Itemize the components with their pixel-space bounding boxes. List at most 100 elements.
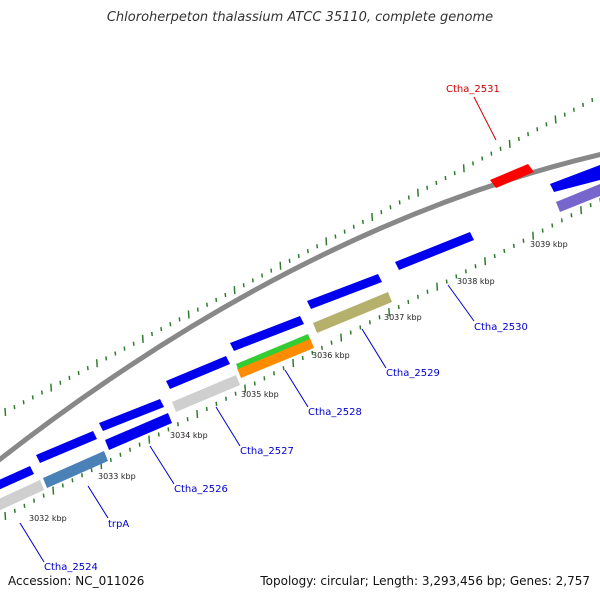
kbp-label: 3038 kbp [457,277,495,286]
tick-mark [23,503,26,508]
tick-mark [343,229,346,234]
tick-mark [109,457,112,463]
tick-mark [359,325,362,330]
tick-mark [444,175,447,181]
tick-mark [261,273,264,278]
tick-mark [151,331,153,337]
tick-mark [352,224,355,229]
tick-mark [389,205,392,210]
tick-mark [416,188,419,197]
tick-mark [517,136,520,142]
tick-mark [292,359,295,368]
tick-mark [196,307,199,312]
tick-mark [234,391,237,396]
tick-mark [297,253,300,259]
tick-mark [311,350,314,355]
tick-mark [407,299,410,305]
tick-marks [4,97,600,521]
tick-mark [141,334,144,343]
tick-mark [436,282,439,291]
tick-mark [132,341,135,346]
tick-mark [148,435,151,444]
gene-block[interactable] [172,375,240,412]
tick-mark [95,359,98,368]
tick-mark [215,401,218,406]
tick-mark [490,151,493,156]
gene-label[interactable]: Ctha_2531 [446,84,500,95]
tick-mark [426,289,429,294]
gene-block[interactable] [395,232,474,270]
tick-mark [251,278,254,283]
tick-mark [282,366,285,371]
tick-mark [378,315,381,320]
gene-label[interactable]: Ctha_2528 [308,407,362,418]
tick-mark [270,268,273,273]
gene-block[interactable] [230,316,304,351]
tick-mark [503,248,506,254]
gene-label[interactable]: Ctha_2524 [44,562,98,573]
gene-block[interactable] [550,165,600,192]
tick-mark [244,384,247,393]
tick-mark [119,452,122,457]
tick-mark [167,427,170,432]
gene-block[interactable] [105,413,172,450]
leader-line [284,369,309,408]
tick-mark [68,375,71,380]
gene-label[interactable]: Ctha_2527 [240,446,294,457]
tick-mark [474,264,477,269]
leader-line-red [473,96,497,141]
tick-mark [551,223,554,228]
gene-block[interactable] [236,334,310,369]
gene-label[interactable]: trpA [108,519,129,530]
gene-block[interactable] [0,480,44,513]
tick-mark [499,146,502,151]
gene-label[interactable]: Ctha_2529 [386,368,440,379]
gene-block[interactable] [0,466,34,492]
tick-mark [61,483,64,488]
tick-mark [224,396,227,401]
tick-mark [572,107,575,112]
tick-mark [4,511,7,521]
tick-mark [484,257,487,266]
accession-text: Accession: NC_011026 [8,574,145,588]
tick-mark [371,212,374,222]
kbp-label: 3034 kbp [170,431,208,440]
tick-mark [42,493,45,498]
tick-mark [445,279,448,284]
gene-block[interactable] [43,451,108,488]
gene-block[interactable] [99,399,164,431]
tick-mark [123,346,126,351]
tick-mark [340,333,343,342]
tick-mark [316,244,319,249]
tick-mark [591,97,594,103]
gene-block[interactable] [166,356,230,389]
tick-mark [169,322,172,327]
gene-block[interactable] [237,338,314,378]
leader-lines [19,96,497,563]
tick-mark [233,286,236,295]
tick-mark [325,237,328,246]
tick-mark [388,308,391,317]
tick-mark [59,380,62,385]
gene-block-highlight[interactable] [490,164,534,188]
tick-mark [580,206,583,215]
genome-summary: Topology: circular; Length: 3,293,456 bp… [260,574,590,588]
kbp-label: 3036 kbp [312,351,350,360]
tick-mark [224,292,227,298]
tick-mark [361,219,364,224]
tick-mark [187,310,190,319]
gene-block[interactable] [313,292,392,333]
gene-label[interactable]: Ctha_2526 [174,484,228,495]
tick-mark [368,320,371,325]
tick-mark [545,122,548,127]
tick-mark [455,274,458,279]
tick-mark [160,327,163,332]
gene-block[interactable] [556,184,600,212]
gene-block[interactable] [307,274,382,309]
tick-mark [522,238,525,243]
gene-label[interactable]: Ctha_2530 [474,322,528,333]
tick-mark [205,406,208,412]
tick-mark [4,407,7,417]
gene-block[interactable] [36,431,97,463]
tick-mark [50,383,53,392]
